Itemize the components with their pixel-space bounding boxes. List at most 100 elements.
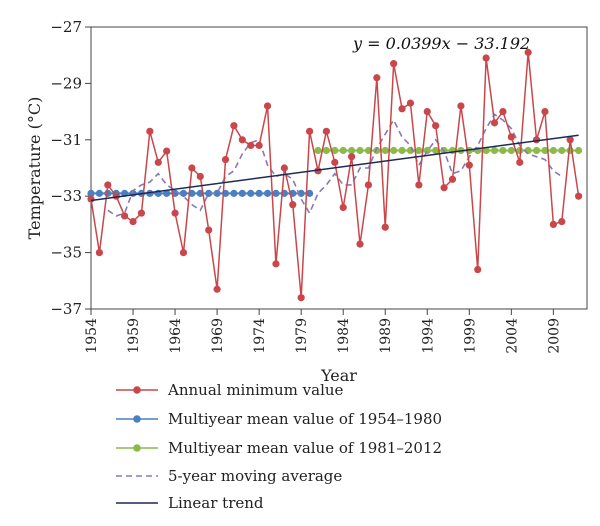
annual-minimum-point	[263, 102, 272, 110]
annual-minimum-point	[499, 108, 507, 116]
legend-label: Multiyear mean value of 1954–1980	[168, 410, 442, 428]
series-layer	[87, 48, 583, 302]
annual-minimum-point	[516, 158, 524, 166]
legend-item: 5-year moving average	[116, 467, 342, 485]
x-tick-label: 1979	[294, 318, 310, 354]
annual-minimum-point	[457, 102, 465, 110]
annual-minimum-point	[137, 209, 146, 217]
plot-area	[90, 26, 588, 310]
annual-minimum-line	[90, 52, 580, 298]
mean-1981-2012-series-point	[423, 146, 431, 155]
annual-minimum-point	[163, 147, 171, 155]
legend-label: Multiyear mean value of 1981–2012	[168, 439, 442, 457]
annual-minimum-point	[373, 74, 381, 82]
x-tick-label: 1989	[378, 318, 394, 354]
mean-1981-2012-series-point	[331, 146, 339, 155]
annual-minimum-point	[541, 108, 549, 116]
annual-minimum-point	[154, 158, 162, 166]
mean-1981-2012-series-point	[364, 146, 373, 155]
annual-minimum-point	[230, 122, 238, 130]
trend-equation: y = 0.0399x − 33.192	[352, 34, 530, 53]
annual-minimum-point	[171, 209, 179, 217]
annual-minimum-point	[289, 201, 297, 209]
x-tick-label: 2004	[504, 318, 520, 354]
x-tick-label: 2009	[546, 318, 562, 354]
legend-item: Multiyear mean value of 1981–2012	[116, 439, 442, 457]
x-axis-title: Year	[320, 366, 357, 385]
mean-1981-2012-series-point	[356, 146, 364, 155]
mean-1981-2012-series-point	[532, 146, 541, 155]
x-tick-label: 1994	[420, 318, 436, 354]
annual-minimum-point	[406, 99, 415, 107]
moving-average-line	[107, 113, 563, 217]
annual-minimum-point	[415, 181, 423, 189]
mean-1981-2012-series-point	[507, 146, 515, 155]
annual-minimum-point	[196, 172, 204, 181]
moving-average-series	[107, 113, 563, 217]
mean-1981-2012-series-point	[432, 146, 440, 155]
x-tick-label: 1999	[462, 318, 478, 354]
legend-marker	[133, 386, 141, 394]
annual-minimum-point	[179, 249, 188, 257]
annual-minimum-point	[121, 212, 129, 220]
mean-1981-2012-series-point	[574, 146, 583, 155]
mean-1981-2012-series-point	[541, 146, 549, 155]
y-tick-label: −35	[50, 244, 82, 262]
annual-minimum-point	[348, 153, 356, 161]
annual-minimum-point	[398, 105, 406, 113]
mean-1981-2012-series-point	[490, 146, 499, 155]
annual-minimum-point	[146, 127, 154, 135]
mean-1981-2012-series-point	[381, 146, 389, 155]
x-axis-ticks: 1954 1959 1964 1969 1974 1979 1984 1989 1994 1999…	[84, 309, 562, 354]
annual-minimum-point	[440, 184, 448, 192]
annual-minimum-point	[255, 141, 263, 150]
annual-minimum-point	[272, 260, 280, 268]
mean-1954-1980-series-point	[163, 189, 171, 197]
annual-minimum-point	[331, 158, 339, 166]
x-tick-label: 1964	[168, 318, 184, 354]
y-tick-label: −33	[50, 187, 82, 205]
mean-1954-1980-series-point	[247, 189, 255, 197]
mean-1981-2012-series-point	[415, 146, 423, 155]
annual-minimum-point	[104, 181, 112, 189]
annual-minimum-point	[490, 119, 499, 127]
mean-1954-1980-series-point	[305, 189, 314, 197]
annual-minimum-point	[87, 195, 95, 203]
legend-item: Multiyear mean value of 1954–1980	[116, 410, 442, 428]
annual-minimum-point	[322, 127, 330, 135]
annual-minimum-point	[297, 294, 305, 302]
y-tick-label: −27	[50, 18, 82, 36]
mean-1954-1980-series-point	[255, 189, 263, 197]
mean-1981-2012-series-point	[549, 146, 557, 155]
mean-1981-2012-series-point	[558, 146, 566, 155]
annual-minimum-point	[280, 164, 288, 172]
annual-minimum-point	[247, 141, 255, 150]
mean-1954-1980-series-point	[263, 189, 272, 197]
legend-marker	[133, 415, 141, 423]
annual-minimum-point	[305, 127, 314, 135]
mean-1981-2012-series-point	[516, 146, 524, 155]
y-tick-label: −37	[50, 300, 82, 318]
x-tick-label: 1974	[252, 318, 268, 354]
mean-1954-1980-series-point	[179, 189, 188, 197]
y-axis-title: Temperature (°C)	[25, 97, 44, 240]
mean-1981-2012-series-point	[499, 146, 507, 155]
mean-1954-1980-series-point	[230, 189, 238, 197]
annual-minimum-point	[524, 48, 532, 56]
annual-minimum-point	[474, 265, 482, 274]
legend-item: Linear trend	[116, 494, 264, 512]
mean-1954-1980-series-point	[95, 189, 104, 197]
annual-minimum-point	[364, 181, 373, 189]
annual-minimum-point	[188, 164, 196, 172]
linear-trend-series	[90, 134, 579, 202]
mean-1981-2012-series-point	[398, 146, 406, 155]
mean-1954-1980-series-point	[213, 189, 221, 197]
annual-minimum-point	[205, 226, 213, 234]
mean-1981-2012-series-point	[390, 146, 398, 155]
legend-label: Annual minimum value	[167, 381, 344, 399]
x-tick-label: 1969	[210, 318, 226, 354]
x-tick-label: 1959	[126, 318, 142, 354]
mean-1981-2012-series-point	[314, 146, 322, 155]
plot-frame	[90, 26, 588, 310]
linear-trend-line	[90, 134, 579, 202]
